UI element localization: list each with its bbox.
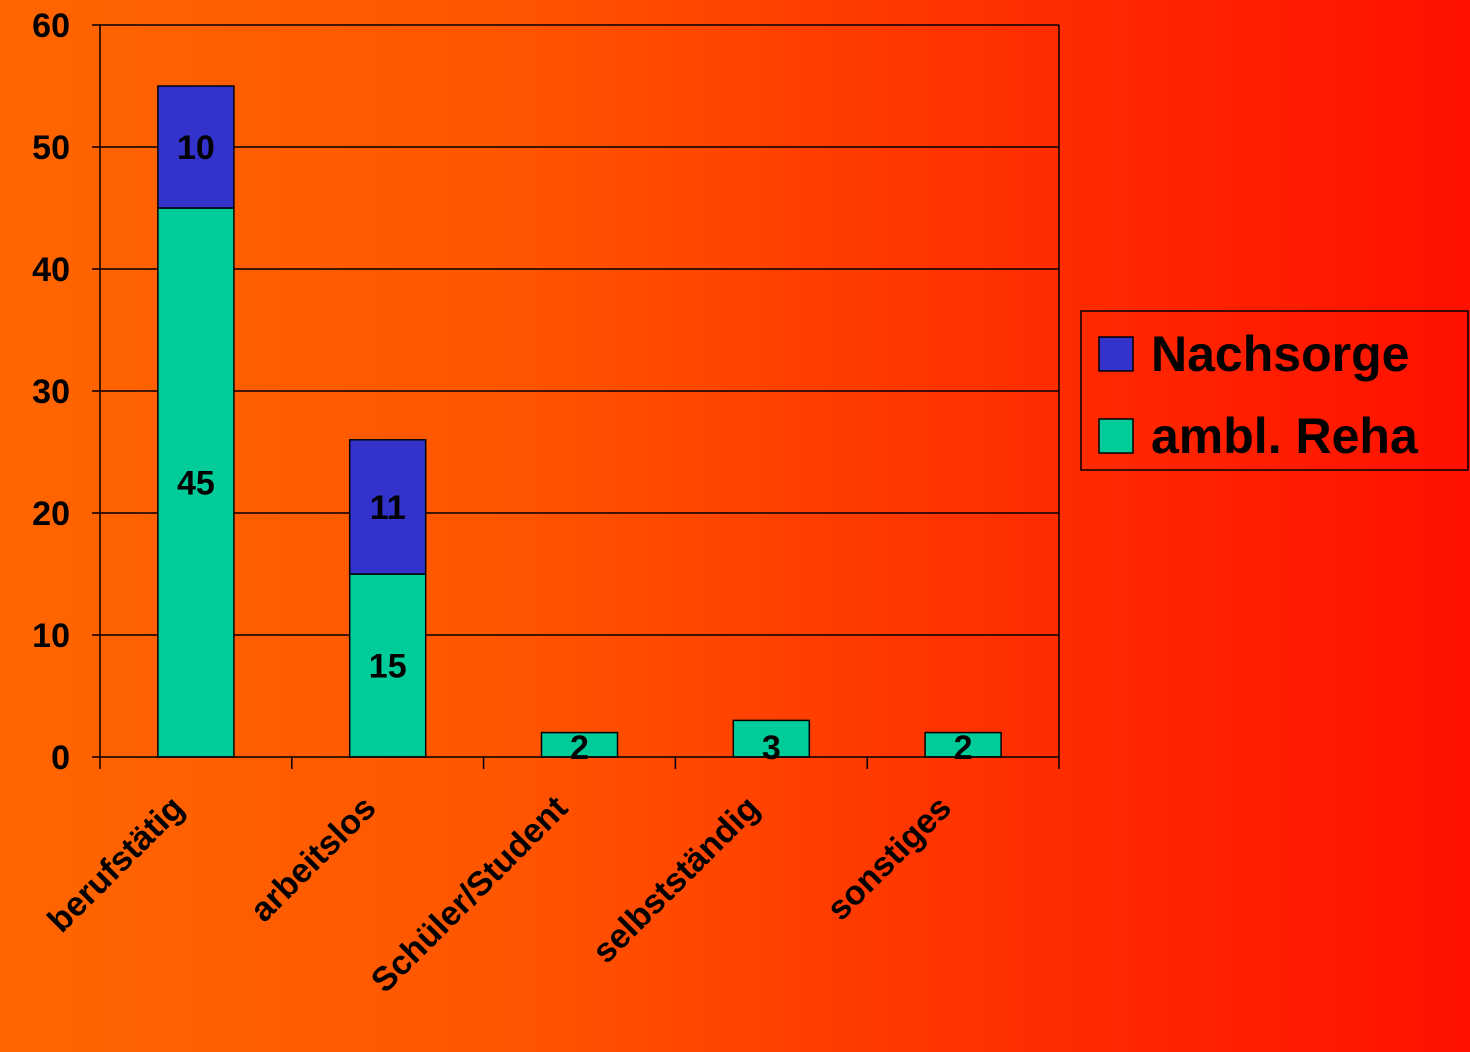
axes [92,24,1060,769]
bars [157,85,1002,758]
x-category-label: berufstätig [40,789,191,940]
legend-label: ambl. Reha [1151,408,1419,464]
data-label: 11 [370,489,406,527]
data-label: 10 [177,129,215,167]
legend-swatch [1098,418,1134,454]
y-tick-label: 50 [32,129,70,167]
bar-ambl-reha [924,731,1002,758]
legend-box [1080,310,1469,471]
bar-nachsorge [348,439,427,575]
bar-nachsorge [157,85,235,209]
y-tick-label: 40 [32,251,70,289]
x-category-label: arbeitslos [243,789,383,929]
x-category-label: selbstständig [585,789,767,971]
x-category-label: Schüler/Student [364,789,575,1000]
data-label: 2 [570,729,589,767]
legend-label: Nachsorge [1151,326,1409,382]
data-label: 45 [177,465,215,503]
legend: Nachsorge ambl. Reha [1080,310,1469,471]
y-tick-label: 60 [32,7,70,45]
y-tick-label: 20 [32,495,70,533]
x-category-label: sonstiges [820,789,959,928]
data-label: 2 [954,729,973,767]
y-tick-label: 0 [51,739,70,777]
bar-ambl-reha [348,573,427,758]
y-tick-label: 30 [32,373,70,411]
gridlines [100,24,1059,636]
bar-ambl-reha [732,719,811,758]
bar-ambl-reha [540,731,619,758]
y-tick-label: 10 [32,617,70,655]
legend-swatch [1098,336,1134,372]
data-label: 15 [369,648,407,686]
data-label: 3 [762,729,781,767]
